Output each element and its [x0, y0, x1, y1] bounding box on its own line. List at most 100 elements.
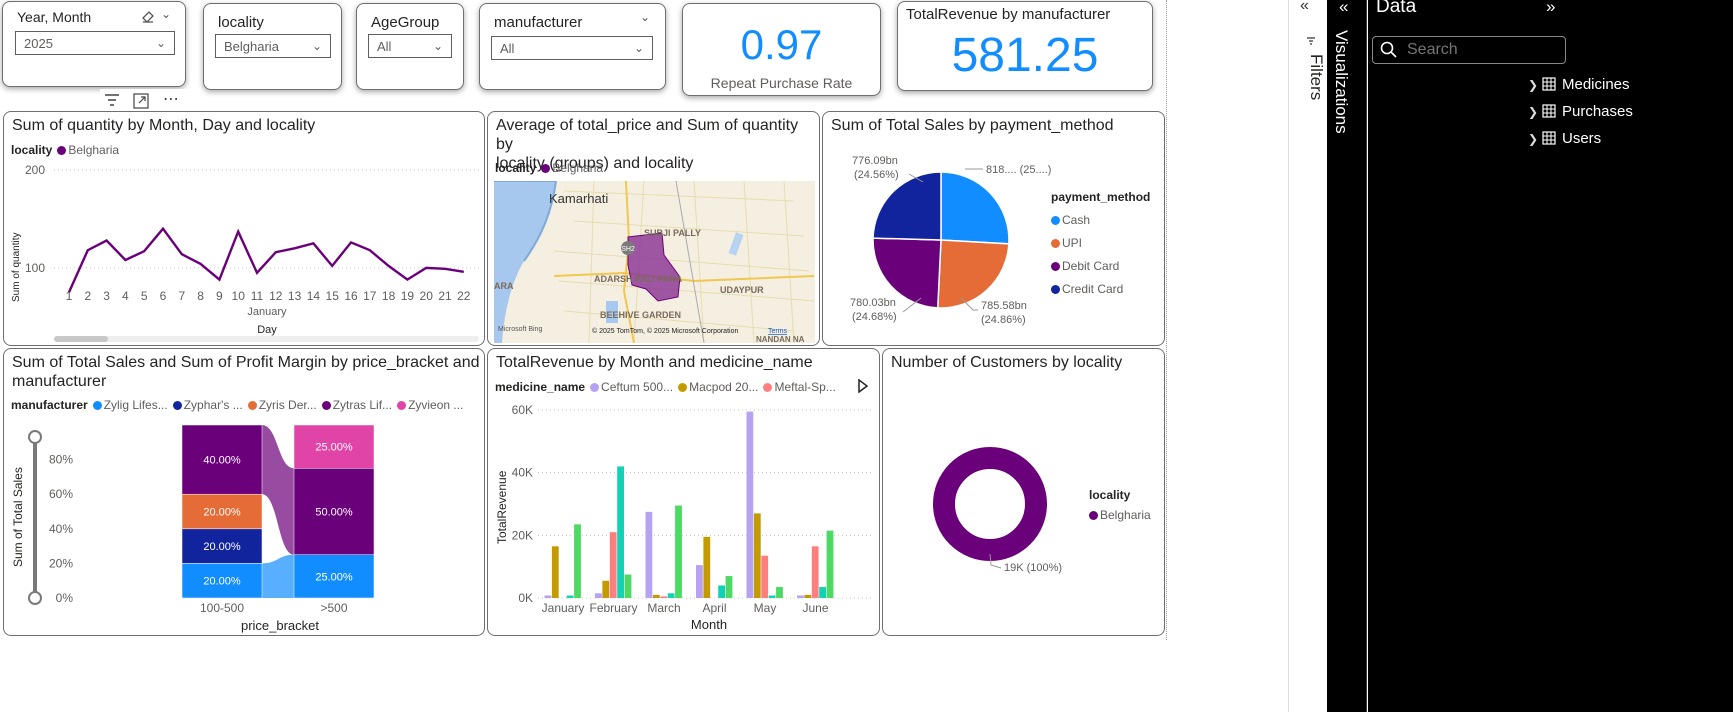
revenue-bar[interactable] — [675, 505, 682, 598]
revenue-bar[interactable] — [746, 411, 754, 598]
revenue-bar[interactable] — [776, 587, 783, 598]
revenue-bar[interactable] — [566, 595, 574, 598]
chevron-down-icon[interactable]: ⌄ — [640, 10, 651, 24]
ribbon-connector[interactable] — [262, 425, 294, 555]
legend-item[interactable]: Zytras Lif... — [317, 398, 392, 412]
legend-item[interactable]: Macpod 20... — [673, 380, 758, 394]
donut-slice-belgharia[interactable] — [933, 447, 1047, 561]
table-item-purchases[interactable]: ❯ Purchases — [1528, 103, 1633, 122]
legend-item-upi[interactable]: UPI — [1051, 232, 1150, 255]
pie-slice-upi[interactable] — [936, 239, 1010, 309]
chevron-down-icon[interactable]: ⌄ — [161, 7, 172, 21]
revenue-bar[interactable] — [819, 587, 826, 598]
map-locality-polygon-belgharia[interactable] — [627, 232, 681, 302]
collapse-left-icon[interactable]: « — [1300, 0, 1309, 14]
focus-mode-icon[interactable] — [133, 93, 149, 114]
legend-next-arrow-icon[interactable] — [858, 378, 869, 398]
revenue-bar[interactable] — [660, 596, 668, 598]
revenue-bar[interactable] — [645, 511, 653, 598]
revenue-bar[interactable] — [811, 546, 819, 598]
table-item-medicines[interactable]: ❯ Medicines — [1528, 76, 1630, 95]
revenue-bar[interactable] — [696, 565, 703, 598]
data-search-input[interactable] — [1407, 40, 1557, 60]
more-options-icon[interactable]: ⋯ — [163, 91, 179, 108]
ribbon-segment[interactable] — [181, 528, 263, 564]
revenue-bar[interactable] — [544, 595, 552, 598]
ribbon-segment[interactable] — [181, 493, 263, 530]
revenue-bar[interactable] — [595, 593, 602, 598]
line-chart-visual[interactable]: Sum of quantity by Month, Day and locali… — [3, 111, 485, 346]
legend-item[interactable]: Zyris Der... — [243, 398, 317, 412]
ribbon-segment[interactable] — [293, 424, 375, 469]
eraser-icon[interactable] — [140, 8, 156, 29]
ribbon-segment[interactable] — [181, 424, 263, 495]
filter-pane-icon[interactable] — [1306, 33, 1316, 51]
pie-slice-credit-card[interactable] — [872, 171, 942, 241]
chevron-right-icon[interactable]: ❯ — [1528, 132, 1539, 146]
table-item-users[interactable]: ❯ Users — [1528, 130, 1601, 149]
legend-item[interactable]: Zyphar's ... — [168, 398, 243, 412]
map-terms-link[interactable]: Terms — [768, 328, 788, 335]
revenue-bar[interactable] — [753, 513, 761, 598]
legend-item-belgharia[interactable]: Belgharia — [1100, 508, 1151, 522]
zoom-slider-handle-top[interactable] — [28, 430, 42, 444]
slicer-year-month[interactable]: Year, Month ⌄ 2025 ⌄ — [2, 1, 186, 87]
chevron-right-icon[interactable]: ❯ — [1528, 78, 1539, 92]
legend-item-debit-card[interactable]: Debit Card — [1051, 255, 1150, 278]
revenue-bar[interactable] — [804, 594, 812, 598]
map-visual[interactable]: Average of total_price and Sum of quanti… — [487, 111, 820, 346]
revenue-bar[interactable] — [652, 594, 660, 598]
kpi-total-revenue-card[interactable]: TotalRevenue by manufacturer 581.25 — [897, 1, 1153, 91]
slicer-manufacturer[interactable]: manufacturer ⌄ All ⌄ — [479, 3, 666, 90]
line-series-belgharia[interactable] — [67, 226, 464, 293]
ribbon-segment[interactable] — [181, 563, 263, 599]
revenue-bar[interactable] — [602, 580, 610, 598]
revenue-bar[interactable] — [768, 595, 776, 598]
ribbon-connector[interactable] — [262, 554, 294, 598]
legend-item[interactable]: Zylig Lifes... — [88, 398, 168, 412]
revenue-bar[interactable] — [761, 555, 769, 598]
donut-chart-visual[interactable]: Number of Customers by locality 19K (100… — [882, 348, 1165, 636]
map-canvas[interactable]: SH2 Kamarhati SUBJI PALLY ADARSH PALI PA… — [494, 181, 815, 343]
revenue-bar[interactable] — [718, 585, 725, 598]
revenue-bar[interactable] — [617, 466, 624, 598]
filters-pane-label[interactable]: Filters — [1307, 54, 1326, 101]
slicer-manufacturer-dropdown[interactable]: All ⌄ — [491, 36, 653, 60]
revenue-bar[interactable] — [574, 524, 581, 598]
pie-slice-debit-card[interactable] — [872, 237, 942, 309]
revenue-bar[interactable] — [624, 574, 632, 599]
legend-item-credit-card[interactable]: Credit Card — [1051, 278, 1150, 301]
revenue-bar[interactable] — [797, 595, 804, 598]
expand-right-icon[interactable]: » — [1546, 0, 1556, 16]
horizontal-scrollbar-thumb[interactable] — [54, 336, 108, 342]
ribbon-segment[interactable] — [293, 554, 375, 599]
revenue-bar[interactable] — [725, 576, 733, 598]
ribbon-chart-visual[interactable]: Sum of Total Sales and Sum of Profit Mar… — [3, 348, 485, 636]
slicer-locality-dropdown[interactable]: Belgharia ⌄ — [215, 34, 331, 58]
legend-item[interactable]: Meftal-Sp... — [758, 380, 836, 394]
legend-item-belgharia[interactable]: Belgharia — [552, 161, 604, 175]
legend-item-belgharia[interactable]: Belgharia — [68, 143, 120, 157]
revenue-bar[interactable] — [667, 593, 675, 598]
revenue-bar-chart-visual[interactable]: TotalRevenue by Month and medicine_name … — [487, 348, 880, 636]
ribbon-segment[interactable] — [293, 468, 375, 555]
slicer-year-month-dropdown[interactable]: 2025 ⌄ — [15, 31, 175, 55]
pie-chart-visual[interactable]: Sum of Total Sales by payment_method 818… — [822, 111, 1165, 346]
zoom-slider-handle-bottom[interactable] — [28, 591, 42, 605]
chevron-right-icon[interactable]: ❯ — [1528, 105, 1539, 119]
revenue-bar[interactable] — [551, 546, 559, 598]
kpi-repeat-purchase-card[interactable]: 0.97 Repeat Purchase Rate — [682, 3, 881, 96]
slicer-agegroup-dropdown[interactable]: All ⌄ — [368, 34, 452, 58]
slicer-locality[interactable]: locality Belgharia ⌄ — [203, 3, 342, 90]
revenue-bar[interactable] — [826, 530, 834, 598]
data-search-box[interactable] — [1372, 36, 1566, 64]
pie-slice-cash[interactable] — [940, 171, 1010, 245]
slicer-agegroup[interactable]: AgeGroup All ⌄ — [356, 3, 464, 90]
revenue-bar[interactable] — [609, 532, 617, 598]
legend-item-cash[interactable]: Cash — [1051, 209, 1150, 232]
legend-item[interactable]: Zyvieon ... — [392, 398, 463, 412]
visualizations-pane-label[interactable]: Visualizations — [1332, 30, 1351, 134]
collapse-left-icon[interactable]: « — [1339, 0, 1349, 16]
horizontal-scrollbar-track[interactable] — [54, 336, 479, 342]
legend-item[interactable]: Ceftum 500... — [585, 380, 673, 394]
